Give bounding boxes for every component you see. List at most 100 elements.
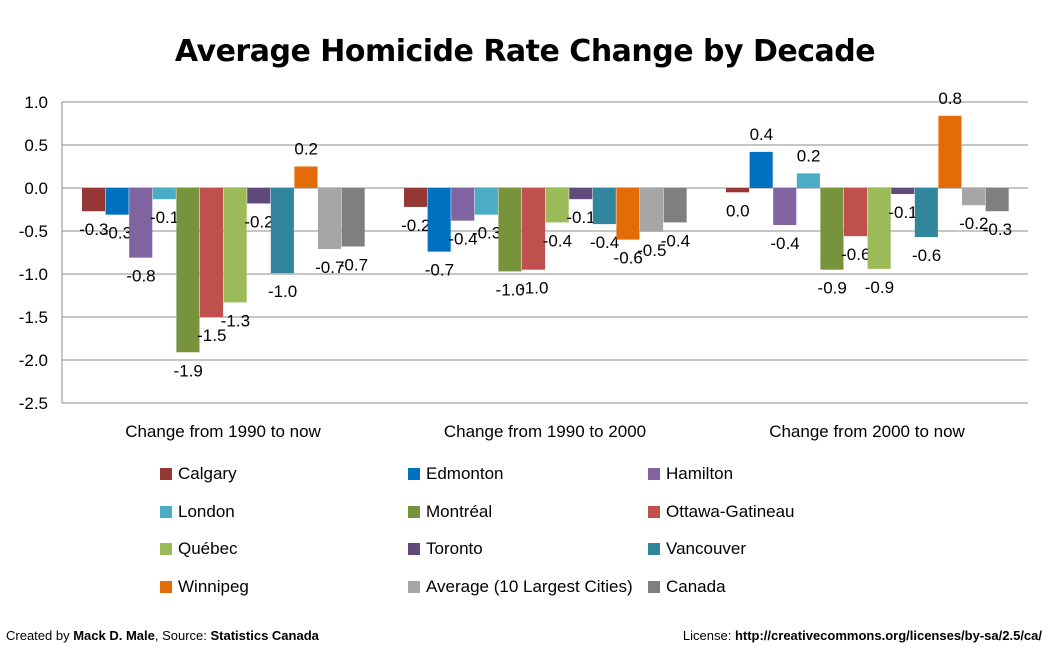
legend-item: Toronto [408,537,483,561]
bar-qu-bec [545,188,569,223]
footer-credit: Created by Mack D. Male, Source: Statist… [6,628,319,643]
data-label: -0.4 [543,231,572,250]
legend-swatch [648,468,660,480]
data-label: 0.8 [938,89,962,108]
legend-label: Canada [666,577,726,597]
legend-swatch [648,543,660,556]
legend-label: Hamilton [666,464,734,483]
legend-label: Calgary [178,464,237,483]
data-label: -0.6 [912,246,941,265]
data-label: -0.1 [566,208,595,227]
legend-item: Average (10 Largest Cities) [408,575,633,599]
bar-winnipeg [616,188,640,240]
data-label: -0.3 [103,224,132,243]
data-label: -1.9 [174,361,203,380]
data-label: -0.9 [865,278,894,297]
legend-label: Québec [178,539,238,559]
source-prefix: , Source: [154,628,211,643]
bar-calgary [82,188,106,212]
bar-hamilton [451,188,475,221]
source-name: Statistics Canada [210,628,319,643]
data-label: -1.3 [221,311,250,330]
legend-label: Vancouver [666,539,747,559]
bar-toronto [569,188,593,200]
bar-average-10-largest-cities- [640,188,664,232]
legend-label: London [178,501,235,521]
bar-calgary [404,188,428,207]
legend-swatch [648,505,660,518]
bar-ottawa-gatineau [200,188,224,317]
bar-ottawa-gatineau [844,188,868,237]
bar-vancouver [914,188,938,238]
bar-qu-bec [867,188,891,269]
bar-montr-al [176,188,200,353]
legend-item: Winnipeg [160,575,249,599]
data-label: -0.3 [472,224,501,243]
legend-label: Montréal [426,501,493,521]
legend-label: Ottawa-Gatineau [666,501,795,521]
bar-montr-al [498,188,522,272]
data-label: -0.1 [888,203,917,222]
y-tick-label: 0.5 [24,136,48,155]
data-label: 0.0 [726,201,750,220]
bar-edmonton [105,188,129,215]
bar-canada [663,188,687,223]
legend-swatch [160,505,172,518]
legend-item: Edmonton [408,462,504,486]
bar-edmonton [749,151,773,188]
data-label: -0.7 [425,261,454,280]
data-label: -0.4 [661,231,690,250]
bar-edmonton [427,188,451,252]
bar-london [152,188,176,200]
data-label: -0.4 [590,233,619,252]
x-category-label: Change from 1990 to now [125,422,321,441]
bar-vancouver [592,188,616,225]
legend-item: Hamilton [648,462,733,486]
bar-vancouver [270,188,294,274]
bar-average-10-largest-cities- [318,188,342,250]
data-label: -0.5 [637,241,666,260]
y-tick-label: 1.0 [24,93,48,112]
x-category-label: Change from 1990 to 2000 [444,422,646,441]
legend-label: Winnipeg [178,577,249,597]
footer-license: License: http://creativecommons.org/lice… [683,628,1042,643]
data-label: -0.2 [244,212,273,231]
legend-label: Edmonton [426,464,504,483]
data-label: 0.4 [750,125,774,144]
legend-item: Calgary [160,462,237,486]
legend-swatch [648,581,660,594]
legend-item: Montréal [408,500,492,524]
bar-ottawa-gatineau [522,188,546,270]
data-label: -1.0 [496,280,525,299]
legend-swatch [160,581,172,594]
data-label: -0.6 [614,249,643,268]
y-tick-label: -1.5 [19,308,48,327]
data-label: -0.1 [150,208,179,227]
bar-toronto [247,188,271,204]
created-prefix: Created by [6,628,74,643]
data-label: -0.7 [339,255,368,274]
author-name: Mack D. Male [73,628,155,643]
bar-qu-bec [223,188,247,303]
legend-item: Vancouver [648,537,746,561]
bar-canada [341,188,365,247]
y-tick-label: -0.5 [19,222,48,241]
bar-average-10-largest-cities- [962,188,986,206]
data-label: -0.8 [126,267,155,286]
legend-swatch [160,543,172,556]
bar-montr-al [820,188,844,270]
legend-item: London [160,500,235,524]
data-label: -0.3 [79,220,108,239]
bar-london [796,173,820,188]
license-url: http://creativecommons.org/licenses/by-s… [734,628,1042,643]
data-label: -1.5 [197,326,226,345]
y-tick-label: -2.0 [19,351,48,370]
legend-swatch [408,543,420,556]
license-prefix: License: [682,628,735,643]
legend-label: Average (10 Largest Cities) [426,577,633,597]
bar-calgary [726,188,750,193]
legend-label: Toronto [426,539,483,559]
bar-winnipeg [938,115,962,188]
bar-london [474,188,498,215]
